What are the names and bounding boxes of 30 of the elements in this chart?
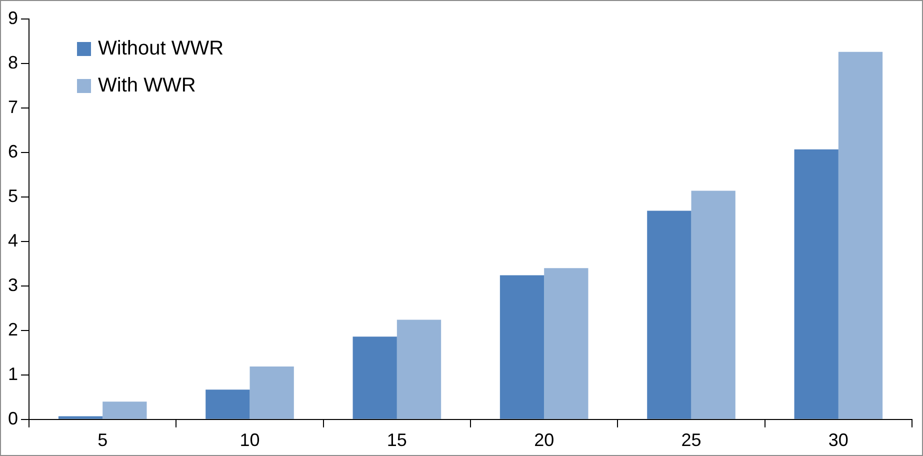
bar [647,210,692,419]
y-tick-label: 4 [8,230,18,250]
x-tick-label: 5 [98,430,108,450]
bar [838,52,883,419]
y-tick-label: 1 [8,364,18,384]
x-tick-label: 25 [681,430,702,450]
bar [206,390,250,419]
bar [58,416,103,419]
bar [691,190,736,419]
x-tick-label: 30 [828,430,848,450]
y-tick-label: 5 [8,186,18,206]
y-tick-label: 6 [8,141,18,162]
y-tick-label: 0 [8,408,18,428]
bar [396,320,442,419]
y-tick-label: 9 [8,8,18,28]
y-tick-label: 8 [8,52,18,72]
legend-label: Without WWR [98,38,224,60]
legend-label: With WWR [98,74,196,97]
bar [250,366,294,419]
bar [352,336,397,419]
bar [102,402,147,419]
bar [794,149,838,419]
bar [500,275,544,419]
y-tick-label: 2 [8,319,18,340]
bar [544,268,588,419]
y-tick-label: 3 [8,274,18,295]
x-tick-label: 10 [240,430,260,450]
x-tick-label: 20 [534,430,554,450]
y-tick-label: 7 [8,96,18,117]
x-tick-label: 15 [386,430,407,450]
